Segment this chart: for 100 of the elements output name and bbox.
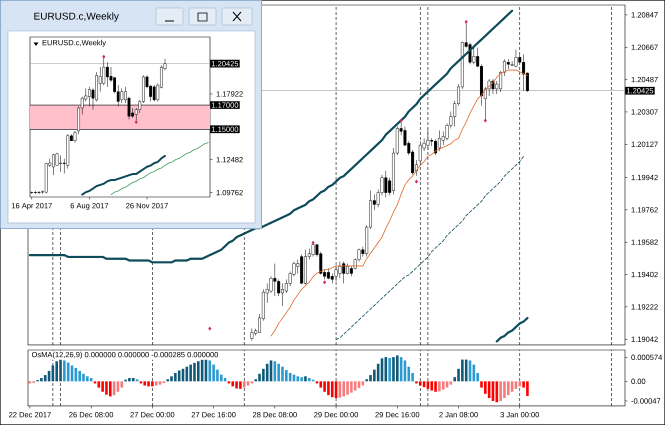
bar <box>499 381 502 401</box>
candlestick <box>346 263 350 275</box>
bar <box>246 381 250 386</box>
bar <box>59 360 62 382</box>
bar <box>461 360 464 382</box>
bar <box>239 381 242 389</box>
bar <box>189 364 192 382</box>
bar <box>484 381 487 394</box>
bar <box>380 358 384 382</box>
bar <box>86 376 89 382</box>
bar <box>323 381 326 392</box>
candlestick <box>281 283 284 306</box>
point <box>312 240 315 245</box>
candlestick <box>52 154 55 176</box>
bar <box>235 381 238 388</box>
candlestick <box>506 59 510 70</box>
candlestick <box>342 261 346 284</box>
bar <box>342 381 346 396</box>
bar <box>151 381 154 386</box>
candlestick <box>59 155 62 172</box>
bar <box>120 381 124 388</box>
bar <box>147 381 150 386</box>
bar <box>438 381 441 392</box>
bar <box>334 381 338 398</box>
bar <box>518 381 522 386</box>
bar <box>285 370 288 382</box>
bar <box>392 357 395 382</box>
bar <box>224 378 226 382</box>
candlestick <box>38 190 40 194</box>
bar <box>319 381 322 388</box>
bar <box>281 366 284 382</box>
bar <box>300 377 303 382</box>
bar <box>266 364 268 382</box>
bar <box>105 381 108 395</box>
bar <box>400 357 402 382</box>
candlestick <box>120 88 124 104</box>
point <box>484 118 487 123</box>
bar <box>510 381 514 392</box>
bar <box>330 381 334 398</box>
bar <box>82 374 85 382</box>
candlestick <box>326 268 330 280</box>
candlestick <box>273 263 276 296</box>
bar <box>116 381 120 392</box>
bar <box>434 381 437 392</box>
bar <box>101 381 104 392</box>
candlestick <box>502 59 506 76</box>
bar <box>495 381 498 402</box>
bar <box>200 360 204 382</box>
bar <box>44 375 47 382</box>
bar <box>338 381 342 398</box>
candlestick <box>250 328 254 341</box>
bar <box>468 360 472 382</box>
bar <box>442 381 445 390</box>
bar <box>327 381 330 396</box>
candlestick <box>338 261 342 279</box>
bar <box>492 381 494 401</box>
candlestick <box>499 70 502 92</box>
bar <box>197 361 200 382</box>
bar <box>132 378 135 382</box>
bar <box>362 381 364 386</box>
chart-title: EURUSD.c,Weekly <box>34 12 119 22</box>
bar <box>304 376 307 382</box>
bar <box>208 360 212 382</box>
bar <box>526 381 529 396</box>
bar <box>308 378 311 382</box>
bar <box>98 381 100 388</box>
bar <box>108 381 112 396</box>
point <box>323 280 326 284</box>
bar <box>296 376 300 382</box>
bar <box>204 358 208 382</box>
bar <box>422 381 426 388</box>
bar <box>277 364 280 382</box>
bar <box>182 368 184 382</box>
bar <box>90 378 92 382</box>
candlestick <box>270 276 272 294</box>
bar <box>231 381 234 386</box>
candlestick <box>434 138 438 156</box>
bar <box>292 374 296 382</box>
bar <box>404 360 406 382</box>
bar <box>55 361 58 382</box>
bar <box>472 364 476 382</box>
bar <box>426 381 430 389</box>
bar <box>354 381 357 391</box>
bar <box>193 362 196 382</box>
bar <box>143 381 146 386</box>
candlestick <box>152 84 156 102</box>
bar <box>40 378 43 382</box>
candlestick <box>56 152 58 166</box>
candlestick <box>438 130 441 152</box>
candlestick <box>522 54 526 92</box>
bar <box>358 381 360 388</box>
candlestick <box>488 78 491 96</box>
bar <box>78 370 81 382</box>
bar <box>158 381 162 385</box>
point <box>208 326 212 331</box>
candlestick <box>384 170 388 198</box>
bar <box>154 381 158 386</box>
bar <box>186 366 188 382</box>
bar <box>242 381 246 388</box>
bar <box>503 381 506 398</box>
